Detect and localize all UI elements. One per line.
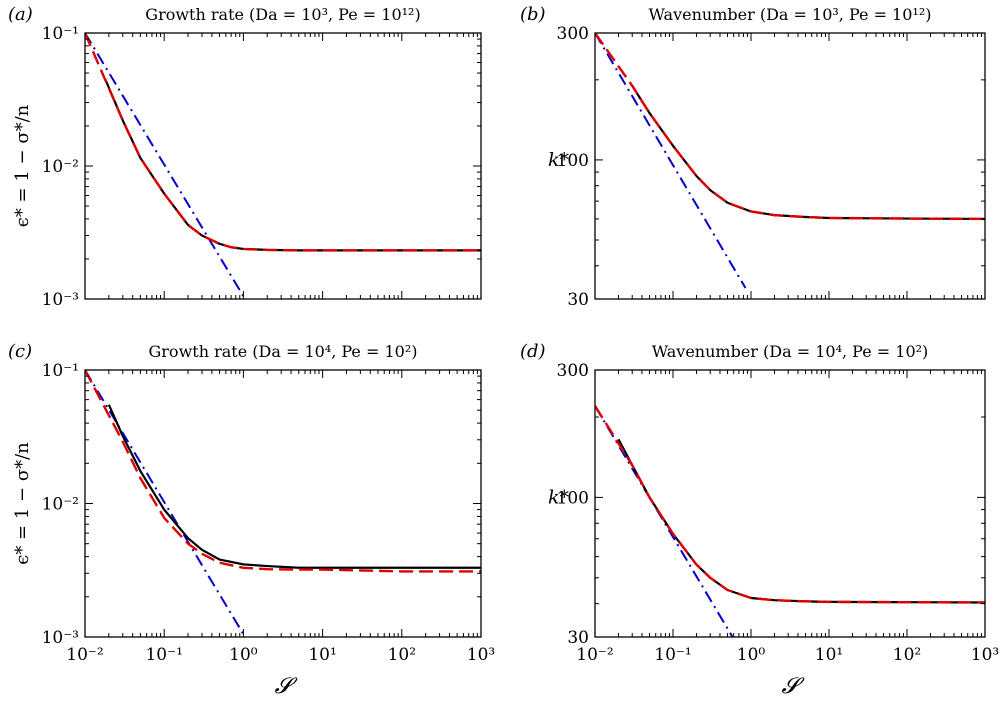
- series-dashed-line: [85, 33, 481, 252]
- series-dashed-line: [85, 370, 481, 573]
- series-dashdot-line: [85, 33, 246, 299]
- series-solid-line: [104, 78, 481, 252]
- y-tick-label: 300: [557, 361, 589, 381]
- series-solid-line: [617, 438, 985, 604]
- plot-frame: [594, 369, 986, 638]
- y-tick-label: 10⁻²: [42, 495, 79, 515]
- x-tick-label: 10¹: [308, 645, 336, 665]
- series-dashdot-line: [85, 370, 246, 637]
- series-solid-line: [107, 404, 481, 569]
- x-tick-label: 10³: [467, 645, 495, 665]
- panel-d: 30 100 300 10⁻² 10⁻¹ 10⁰ 10¹ 10² 10³ Wavenumber (…: [520, 341, 999, 699]
- panel-title: Wavenumber (Da = 10⁴, Pe = 10²): [652, 342, 929, 361]
- panel-b: 30 100 300 Wavenumber (Da = 10³, Pe = 10¹²)…: [520, 4, 986, 310]
- x-tick-label: 10⁻¹: [145, 645, 182, 665]
- series-dashdot-line: [595, 405, 734, 637]
- panel-letter: (b): [520, 4, 546, 25]
- y-tick-label: 10⁻³: [42, 290, 79, 310]
- series-dashdot-line: [595, 33, 747, 289]
- panel-a: 10⁻³ 10⁻² 10⁻¹ Growth rate (Da = 10³, Pe = …: [8, 4, 482, 310]
- y-tick-label: 10⁻¹: [42, 24, 79, 44]
- y-axis-label: ϵ* = 1 − σ*/n: [12, 442, 33, 565]
- y-axis-label: k*: [548, 149, 570, 171]
- y-tick-label: 10⁻¹: [42, 361, 79, 381]
- x-axis-label: 𝓢: [781, 674, 804, 699]
- panel-title: Growth rate (Da = 10³, Pe = 10¹²): [145, 5, 420, 24]
- series-dashed-line: [595, 33, 985, 221]
- x-tick-label: 10¹: [815, 645, 843, 665]
- x-tick-label: 10²: [893, 645, 921, 665]
- y-axis-label: ϵ* = 1 − σ*/n: [12, 104, 33, 227]
- x-tick-label: 10⁰: [737, 645, 766, 665]
- panel-letter: (d): [520, 341, 546, 362]
- panel-letter: (a): [8, 4, 33, 25]
- plot-frame: [84, 369, 482, 638]
- x-tick-label: 10³: [971, 645, 999, 665]
- y-tick-label: 100: [557, 151, 589, 171]
- series-solid-line: [631, 85, 985, 221]
- y-tick-label: 10⁻³: [42, 628, 79, 648]
- y-axis-label: k*: [548, 487, 570, 509]
- series-dashed-line: [595, 405, 985, 604]
- x-axis-label: 𝓢: [274, 674, 297, 699]
- y-tick-label: 100: [557, 488, 589, 508]
- panel-title: Wavenumber (Da = 10³, Pe = 10¹²): [649, 5, 932, 24]
- panel-title: Growth rate (Da = 10⁴, Pe = 10²): [149, 342, 418, 361]
- y-tick-label: 300: [557, 24, 589, 44]
- y-tick-label: 10⁻²: [42, 157, 79, 177]
- x-tick-label: 10⁰: [229, 645, 258, 665]
- panel-letter: (c): [8, 341, 32, 362]
- plot-frame: [84, 32, 482, 300]
- x-tick-label: 10⁻¹: [654, 645, 691, 665]
- x-tick-label: 10⁻²: [66, 645, 103, 665]
- y-tick-label: 30: [567, 628, 589, 648]
- plot-frame: [594, 32, 986, 300]
- y-tick-label: 30: [567, 290, 589, 310]
- x-tick-label: 10⁻²: [576, 645, 613, 665]
- x-tick-label: 10²: [388, 645, 416, 665]
